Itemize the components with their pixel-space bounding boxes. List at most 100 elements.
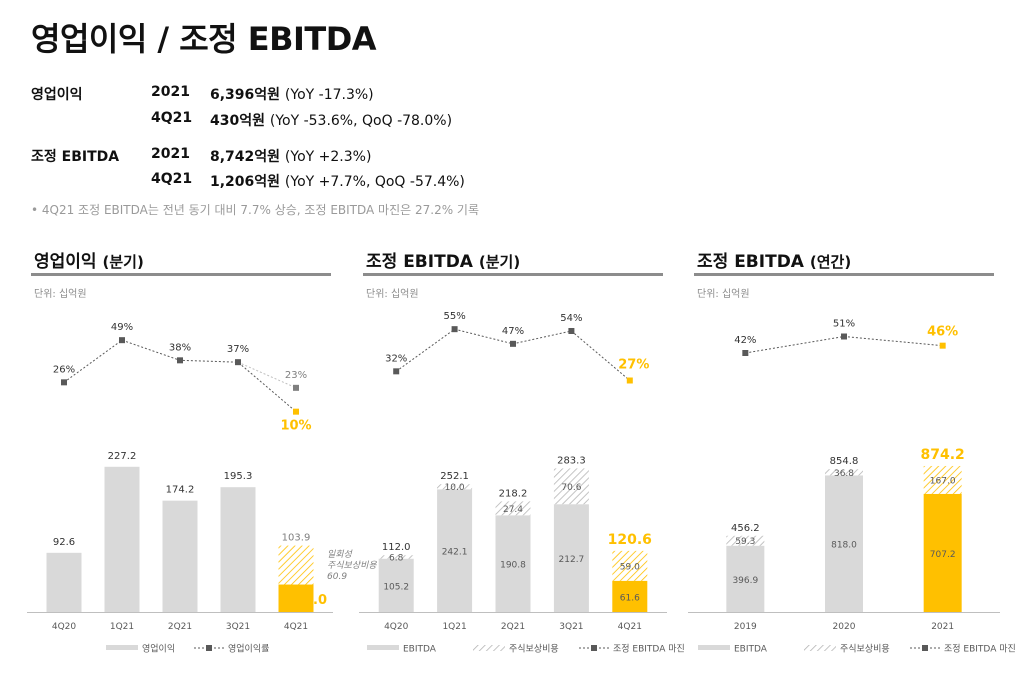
highlight-bar-label: 43.0 bbox=[295, 593, 327, 608]
kpi-note: (YoY -17.3%) bbox=[284, 87, 374, 103]
margin-marker bbox=[841, 333, 847, 340]
margin-label: 49% bbox=[111, 322, 133, 333]
margin-label-alt: 23% bbox=[285, 370, 307, 381]
kpi-period: 2021 bbox=[151, 146, 190, 162]
stack-bar bbox=[612, 550, 648, 581]
margin-marker bbox=[119, 337, 125, 344]
bar bbox=[46, 552, 82, 612]
kpi-row: 4Q21 1,206억원 (YoY +7.7%, QoQ -57.4%) bbox=[0, 171, 1019, 191]
kpi-row: 4Q21 430억원 (YoY -53.6%, QoQ -78.0%) bbox=[0, 110, 1019, 130]
annotation-line: 60.9 bbox=[327, 572, 347, 582]
legend-label: 영업이익률 bbox=[228, 643, 269, 655]
panel-title-main: 조정 EBITDA bbox=[697, 252, 804, 272]
margin-marker bbox=[451, 326, 458, 333]
margin-label: 38% bbox=[169, 342, 191, 353]
kpi-period: 4Q21 bbox=[151, 110, 193, 126]
margin-label: 46% bbox=[927, 325, 958, 340]
legend-swatch-marker bbox=[922, 645, 928, 651]
margin-marker bbox=[742, 350, 749, 356]
kpi-label: 영업이익 bbox=[31, 87, 83, 103]
kpi-period: 4Q21 bbox=[151, 171, 193, 187]
stack-label: 59.3 bbox=[735, 537, 755, 547]
legend-swatch-hatch bbox=[473, 645, 505, 651]
total-label: 103.9 bbox=[282, 533, 311, 544]
unit-label: 단위: 십억원 bbox=[697, 289, 750, 300]
x-tick-label: 4Q20 bbox=[52, 622, 77, 632]
margin-marker bbox=[626, 377, 633, 384]
unit-label: 단위: 십억원 bbox=[366, 289, 419, 300]
kpi-value: 1,206억원 bbox=[210, 174, 281, 190]
bar-label: 105.2 bbox=[383, 582, 409, 592]
panel-title-sub: (분기) bbox=[102, 253, 144, 271]
stack-bar bbox=[553, 468, 589, 505]
margin-label: 47% bbox=[502, 326, 524, 337]
x-tick-label: 2Q21 bbox=[168, 622, 192, 632]
legend-label: 영업이익 bbox=[142, 643, 175, 655]
legend-swatch-bar bbox=[106, 645, 138, 650]
bar bbox=[378, 558, 414, 612]
stack-label: 27.4 bbox=[503, 505, 523, 515]
legend-label: EBITDA bbox=[403, 645, 437, 655]
kpi-value-line: 430억원 (YoY -53.6%, QoQ -78.0%) bbox=[210, 110, 452, 130]
kpi-value: 430억원 bbox=[210, 113, 265, 129]
stack-bar bbox=[495, 501, 531, 516]
bar bbox=[923, 493, 962, 612]
bar-label: 190.8 bbox=[500, 561, 526, 571]
x-tick-label: 2019 bbox=[734, 622, 757, 632]
x-tick-label: 2Q21 bbox=[501, 622, 525, 632]
margin-label: 27% bbox=[618, 358, 649, 373]
x-tick-label: 4Q21 bbox=[284, 622, 308, 632]
bar-label: 92.6 bbox=[53, 537, 75, 548]
panel-rule bbox=[694, 273, 994, 276]
margin-marker bbox=[177, 357, 183, 364]
panel-title-main: 영업이익 bbox=[34, 252, 97, 272]
panel-title-main: 조정 EBITDA bbox=[366, 252, 473, 272]
kpi-row: 영업이익 2021 6,396억원 (YoY -17.3%) bbox=[0, 84, 1019, 104]
total-label: 874.2 bbox=[921, 447, 965, 463]
bar bbox=[104, 466, 140, 612]
page-title: 영업이익 / 조정 EBITDA bbox=[31, 20, 377, 58]
legend-swatch-bar bbox=[367, 645, 399, 650]
margin-marker bbox=[510, 340, 516, 347]
margin-label: 26% bbox=[53, 364, 75, 375]
panel-title-sub: (분기) bbox=[478, 253, 521, 271]
stack-label: 59.0 bbox=[620, 562, 640, 572]
margin-marker bbox=[61, 379, 67, 386]
margin-line bbox=[395, 328, 631, 381]
margin-line-alt bbox=[237, 361, 297, 389]
kpi-label: 조정 EBITDA bbox=[31, 149, 120, 165]
legend-swatch-hatch bbox=[804, 645, 836, 651]
kpi-period: 2021 bbox=[151, 84, 190, 100]
panel-rule bbox=[363, 273, 663, 276]
margin-label: 51% bbox=[833, 319, 855, 330]
panel-title: 조정 EBITDA (연간) bbox=[697, 247, 851, 272]
bar-label: 396.9 bbox=[732, 576, 758, 586]
bar bbox=[553, 504, 589, 612]
kpi-note: (YoY -53.6%, QoQ -78.0%) bbox=[269, 113, 453, 129]
margin-label: 37% bbox=[227, 344, 249, 355]
margin-marker bbox=[293, 408, 299, 415]
bar bbox=[278, 584, 314, 612]
stack-bar bbox=[923, 465, 962, 494]
stack-bar bbox=[278, 545, 314, 585]
legend-label: 조정 EBITDA 마진 bbox=[944, 644, 1016, 655]
total-label: 112.0 bbox=[382, 542, 411, 553]
x-tick-label: 2020 bbox=[833, 622, 856, 632]
stack-bar bbox=[437, 484, 473, 490]
bar bbox=[220, 487, 256, 612]
bar bbox=[612, 580, 648, 612]
x-tick-label: 2021 bbox=[931, 622, 954, 632]
unit-label: 단위: 십억원 bbox=[34, 289, 87, 300]
x-tick-label: 3Q21 bbox=[559, 622, 583, 632]
legend-label: 주식보상비용 bbox=[840, 644, 890, 655]
bar bbox=[162, 500, 198, 612]
annotation-line: 주식보상비용 bbox=[327, 560, 377, 571]
bar-label: 242.1 bbox=[442, 548, 468, 558]
stack-label: 6.8 bbox=[389, 553, 404, 563]
margin-marker bbox=[568, 328, 575, 334]
bar-label: 212.7 bbox=[559, 555, 585, 565]
bar-label: 227.2 bbox=[108, 451, 137, 462]
kpi-value-line: 8,742억원 (YoY +2.3%) bbox=[210, 146, 371, 166]
x-tick-label: 4Q20 bbox=[384, 622, 409, 632]
total-label: 218.2 bbox=[499, 488, 528, 499]
